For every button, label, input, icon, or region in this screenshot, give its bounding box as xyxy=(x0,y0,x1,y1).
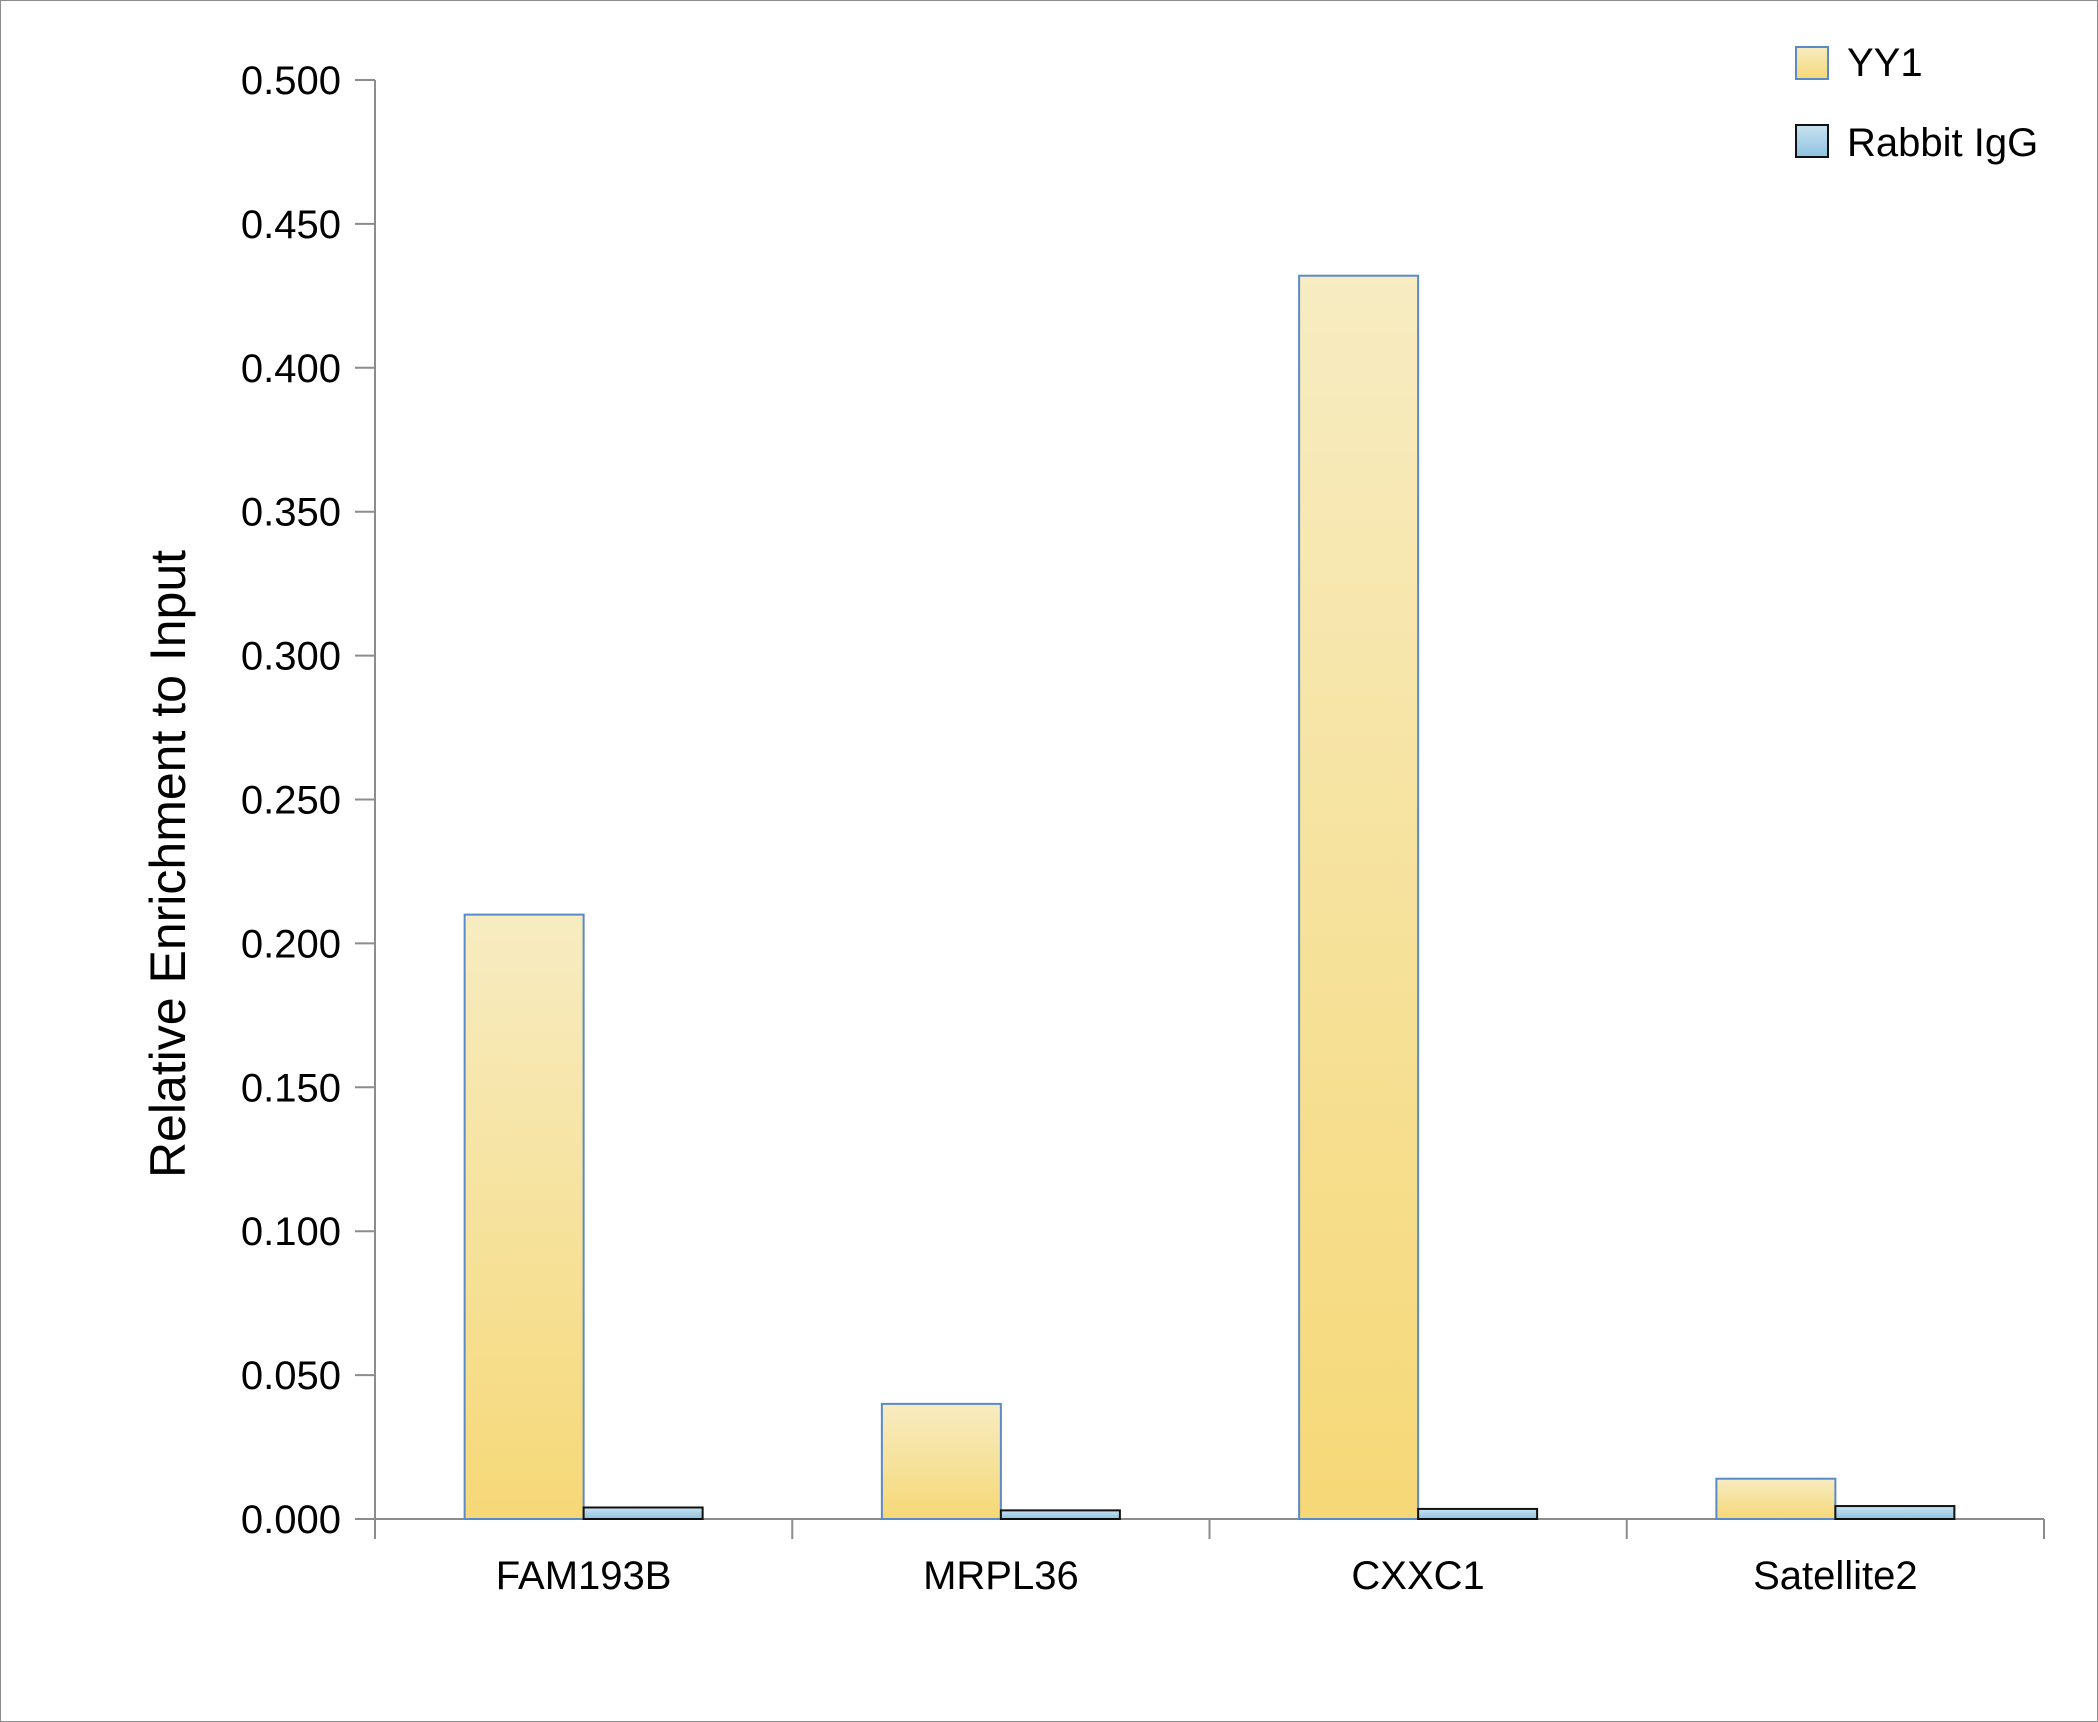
x-category-label: MRPL36 xyxy=(923,1554,1079,1598)
x-category-label: Satellite2 xyxy=(1753,1554,1918,1598)
y-tick-label: 0.400 xyxy=(241,347,341,391)
y-axis-title: Relative Enrichment to Input xyxy=(140,550,196,1178)
y-tick-label: 0.150 xyxy=(241,1066,341,1110)
legend-swatch-rabbit-igg xyxy=(1795,124,1829,158)
legend-swatch-yy1 xyxy=(1795,46,1829,80)
bar-rabbit-igg-fam193b xyxy=(582,1506,704,1521)
y-tick-label: 0.250 xyxy=(241,779,341,823)
bar-yy1-satellite2 xyxy=(1715,1477,1837,1521)
bar-yy1-fam193b xyxy=(463,913,585,1520)
y-tick-label: 0.300 xyxy=(241,635,341,679)
bar-yy1-mrpl36 xyxy=(880,1402,1002,1521)
legend: YY1 Rabbit IgG xyxy=(1795,41,2038,165)
y-tick-label: 0.100 xyxy=(241,1210,341,1254)
x-category-label: FAM193B xyxy=(496,1554,672,1598)
bar-rabbit-igg-mrpl36 xyxy=(999,1509,1121,1520)
bar-rabbit-igg-satellite2 xyxy=(1834,1505,1956,1520)
bar-yy1-cxxc1 xyxy=(1298,274,1420,1521)
bar-rabbit-igg-cxxc1 xyxy=(1417,1507,1539,1521)
x-axis: FAM193B MRPL36 CXXC1 Satellite2 xyxy=(374,1518,2045,1598)
x-category-label: CXXC1 xyxy=(1351,1554,1484,1598)
bars-group xyxy=(463,274,1956,1521)
y-tick-label: 0.000 xyxy=(241,1498,341,1542)
y-tick-label: 0.350 xyxy=(241,491,341,535)
y-tick-label: 0.050 xyxy=(241,1354,341,1398)
legend-label-rabbit-igg: Rabbit IgG xyxy=(1847,121,2038,165)
y-tick-label: 0.200 xyxy=(241,922,341,966)
y-axis: 0.000 0.050 0.100 0.150 0.200 0.250 0.300 0.350… xyxy=(241,59,376,1542)
y-tick-label: 0.500 xyxy=(241,59,341,103)
legend-label-yy1: YY1 xyxy=(1847,41,1923,85)
y-tick-label: 0.450 xyxy=(241,203,341,247)
